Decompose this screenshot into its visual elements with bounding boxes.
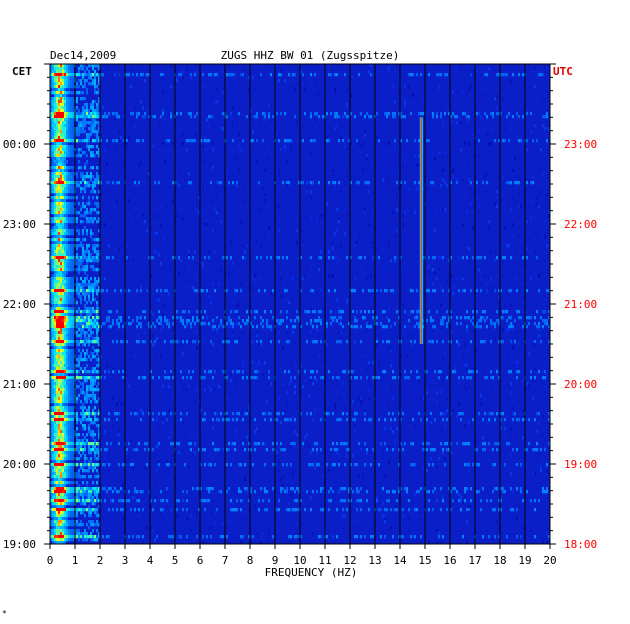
x-tick-label: 3 [122, 554, 129, 567]
x-tick-label: 4 [147, 554, 154, 567]
x-tick-label: 8 [247, 554, 254, 567]
time-label-utc: 21:00 [564, 298, 597, 311]
time-label-cet: 20:00 [3, 458, 36, 471]
time-label-utc: 19:00 [564, 458, 597, 471]
time-label-cet: 21:00 [3, 378, 36, 391]
time-label-utc: 18:00 [564, 538, 597, 551]
chart-date: Dec14,2009 [50, 49, 116, 62]
x-tick-label: 10 [293, 554, 306, 567]
right-timezone-label: UTC [553, 65, 573, 78]
left-timezone-label: CET [12, 65, 32, 78]
x-tick-label: 0 [47, 554, 54, 567]
time-label-utc: 23:00 [564, 138, 597, 151]
x-tick-label: 20 [543, 554, 556, 567]
x-tick-label: 1 [72, 554, 79, 567]
time-label-cet: 23:00 [3, 218, 36, 231]
x-tick-label: 18 [493, 554, 506, 567]
x-tick-label: 7 [222, 554, 229, 567]
x-tick-label: 14 [393, 554, 407, 567]
x-tick-label: 5 [172, 554, 179, 567]
x-axis-label: FREQUENCY (HZ) [265, 566, 358, 579]
time-label-utc: 20:00 [564, 378, 597, 391]
x-tick-label: 2 [97, 554, 104, 567]
time-label-cet: 19:00 [3, 538, 36, 551]
chart-title: ZUGS HHZ BW 01 (Zugsspitze) [221, 49, 400, 62]
x-tick-label: 15 [418, 554, 431, 567]
x-tick-label: 6 [197, 554, 204, 567]
time-label-cet: 22:00 [3, 298, 36, 311]
x-tick-label: 16 [443, 554, 456, 567]
tremor-line [420, 117, 422, 344]
x-tick-label: 11 [318, 554, 331, 567]
x-tick-label: 12 [343, 554, 356, 567]
x-tick-label: 17 [468, 554, 481, 567]
x-tick-label: 19 [518, 554, 531, 567]
x-tick-label: 13 [368, 554, 381, 567]
time-label-utc: 22:00 [564, 218, 597, 231]
x-tick-label: 9 [272, 554, 279, 567]
time-label-cet: 00:00 [3, 138, 36, 151]
footnote-mark: * [2, 609, 7, 618]
